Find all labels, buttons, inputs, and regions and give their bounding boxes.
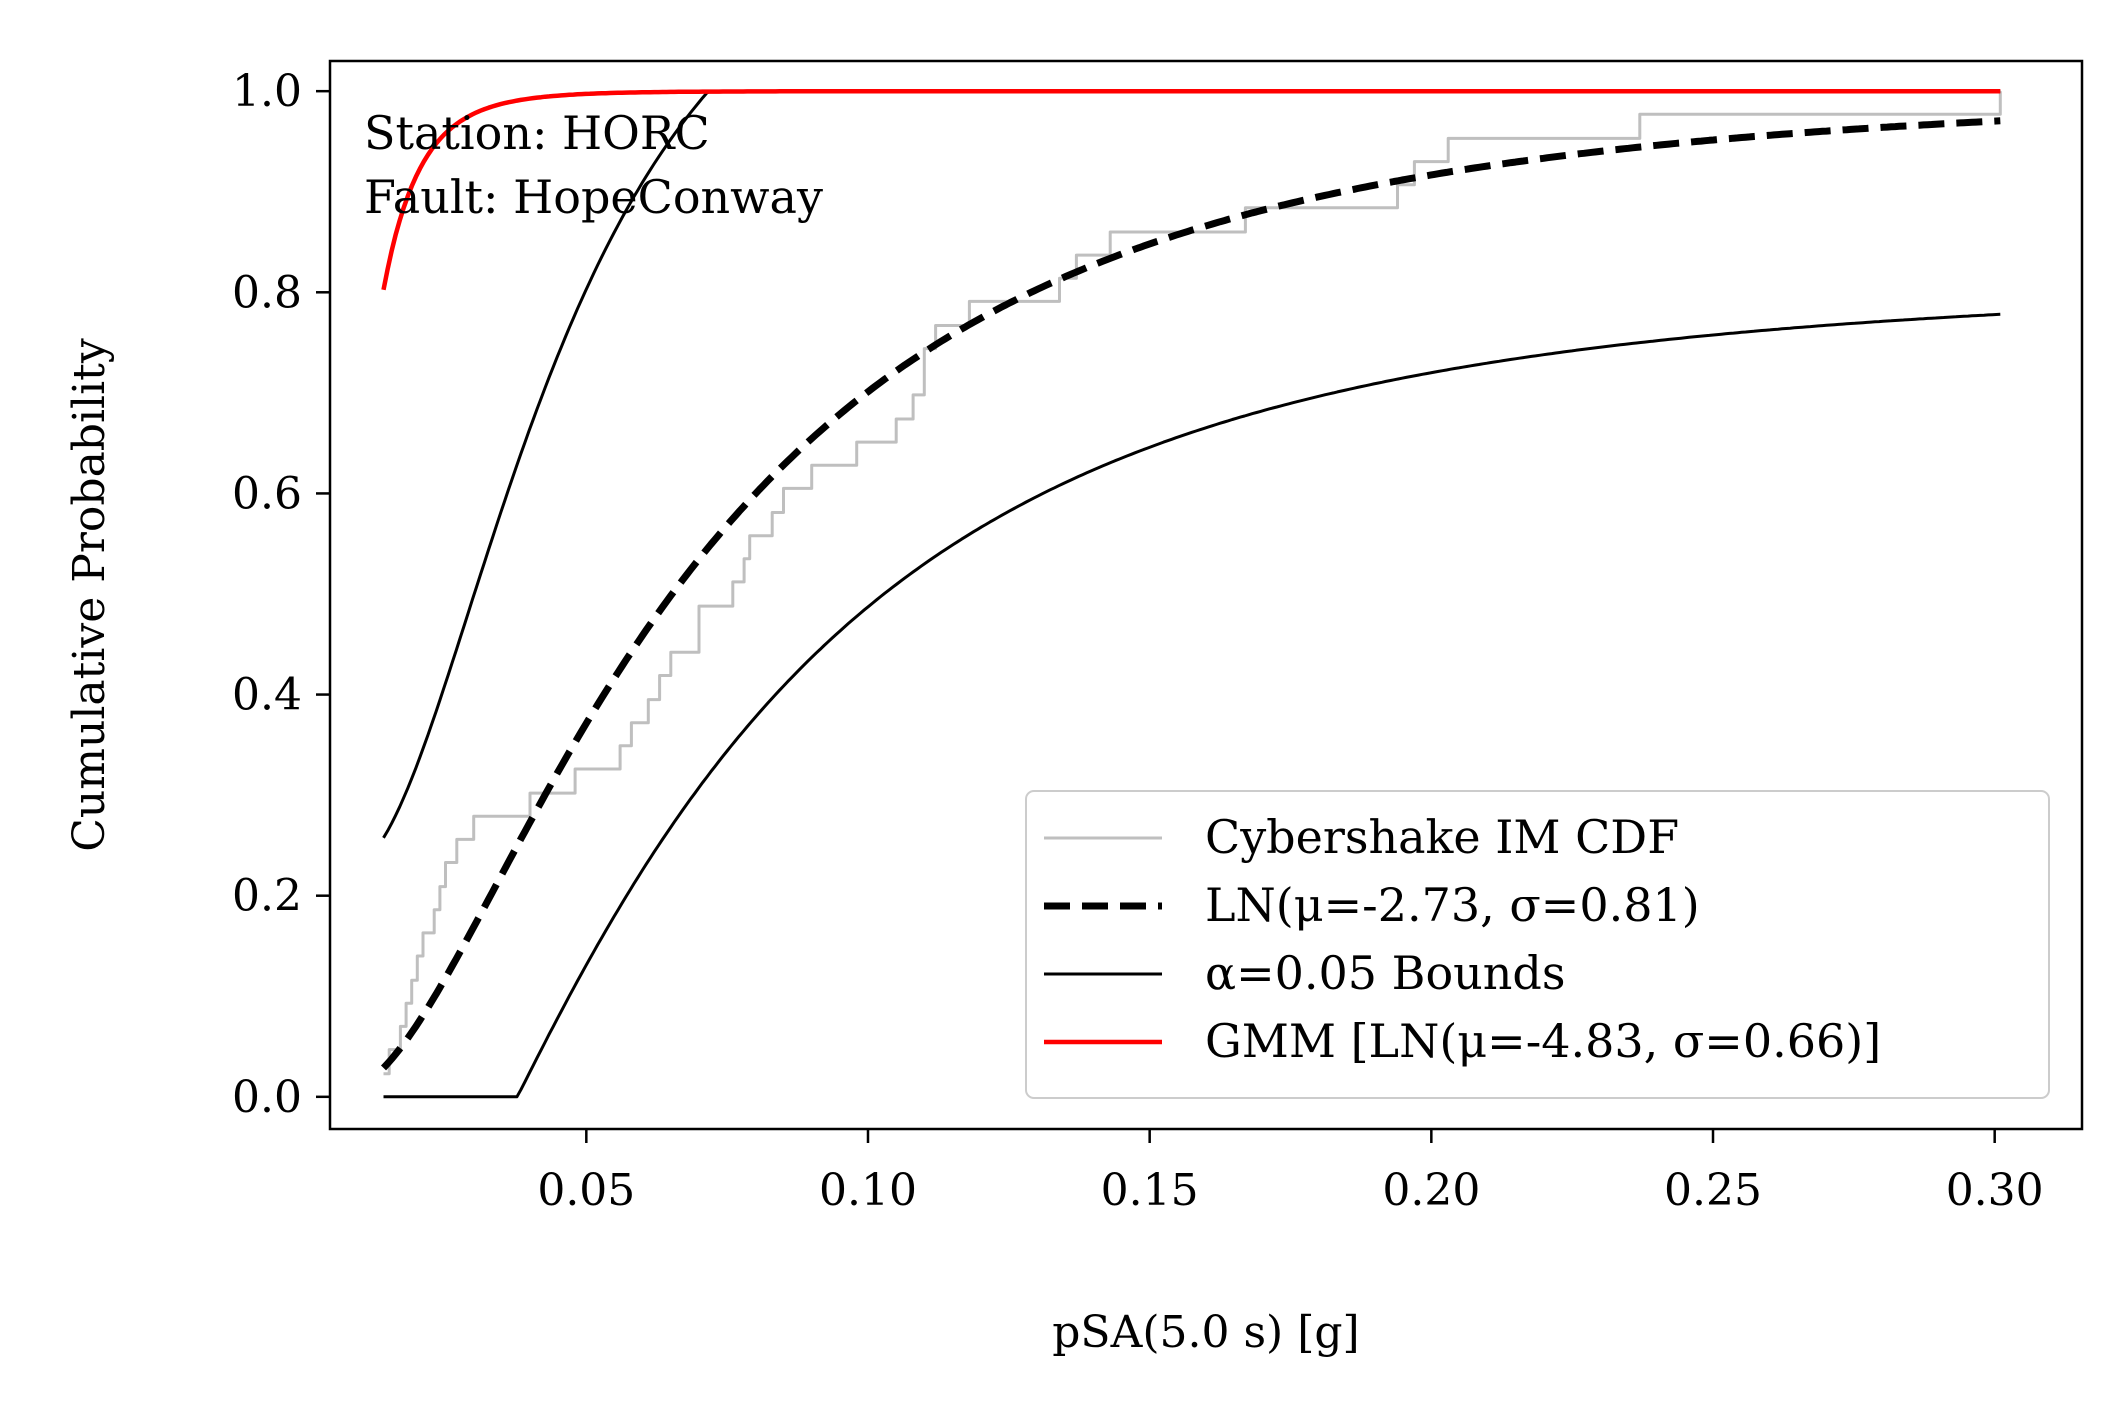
legend-label-cybershake: Cybershake IM CDF <box>1205 810 1679 864</box>
series-lower-bound <box>383 312 2001 1099</box>
legend-label-gmm: GMM [LN(μ=-4.83, σ=0.66)] <box>1205 1014 1881 1068</box>
legend-label-ln-fit: LN(μ=-2.73, σ=0.81) <box>1205 878 1700 932</box>
series-gmm <box>381 88 2001 291</box>
x-tick-label: 0.20 <box>1382 1165 1480 1216</box>
station-annotation: Station: HORC <box>364 106 710 160</box>
y-tick-label: 0.8 <box>232 267 302 318</box>
x-tick-label: 0.05 <box>537 1165 635 1216</box>
fault-annotation: Fault: HopeConway <box>364 170 823 224</box>
y-tick-label: 0.4 <box>232 670 302 721</box>
series-layer <box>380 88 2002 1099</box>
legend: Cybershake IM CDF LN(μ=-2.73, σ=0.81) α=… <box>1025 790 2050 1099</box>
y-tick-label: 0.2 <box>232 871 302 922</box>
series-ln-fit <box>380 117 2001 1071</box>
x-axis: 0.05 0.10 0.15 0.20 0.25 0.30 <box>537 1129 2044 1216</box>
x-tick-label: 0.30 <box>1946 1165 2044 1216</box>
y-axis: 0.0 0.2 0.4 0.6 0.8 1.0 <box>232 66 330 1123</box>
x-tick-label: 0.15 <box>1101 1165 1199 1216</box>
x-axis-label: pSA(5.0 s) [g] <box>1052 1307 1359 1358</box>
legend-label-bounds: α=0.05 Bounds <box>1205 946 1565 1000</box>
x-tick-label: 0.25 <box>1664 1165 1762 1216</box>
y-axis-label: Cumulative Probability <box>64 338 115 852</box>
x-tick-label: 0.10 <box>819 1165 917 1216</box>
y-tick-label: 1.0 <box>232 66 302 117</box>
y-tick-label: 0.0 <box>232 1072 302 1123</box>
y-tick-label: 0.6 <box>232 468 302 519</box>
plot-frame <box>328 59 2084 1131</box>
legend-box <box>1025 790 2050 1099</box>
